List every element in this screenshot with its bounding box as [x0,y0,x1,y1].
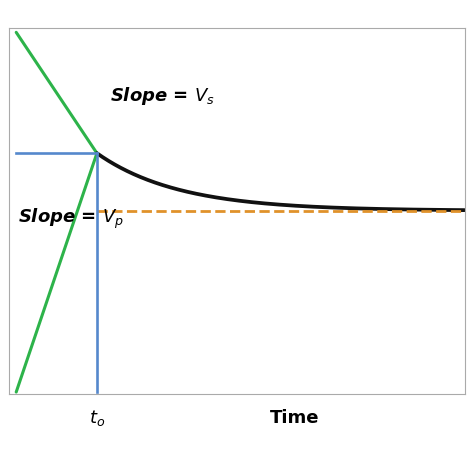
Text: Time: Time [269,410,319,428]
Text: Slope = $\mathit{V_p}$: Slope = $\mathit{V_p}$ [18,207,124,231]
Text: Slope = $\mathit{V_s}$: Slope = $\mathit{V_s}$ [110,85,215,107]
Text: $t_o$: $t_o$ [89,408,105,428]
